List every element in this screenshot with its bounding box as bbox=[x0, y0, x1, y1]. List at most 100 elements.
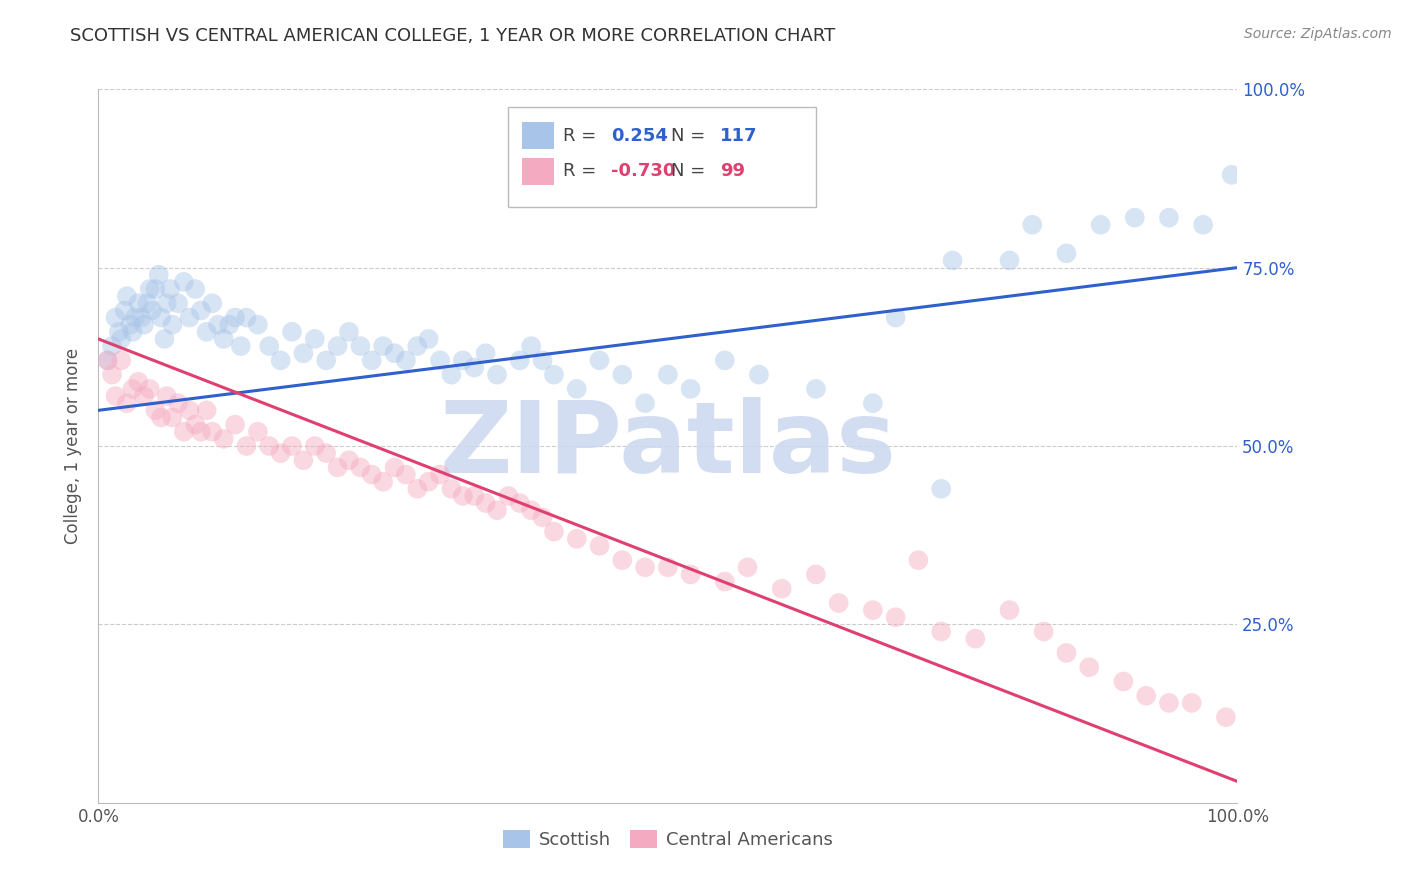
Point bbox=[565, 532, 588, 546]
Point bbox=[395, 467, 418, 482]
Point bbox=[127, 375, 149, 389]
Point bbox=[104, 310, 127, 325]
Point bbox=[429, 467, 451, 482]
Point bbox=[634, 396, 657, 410]
Point bbox=[862, 396, 884, 410]
Point bbox=[371, 339, 394, 353]
Point bbox=[315, 353, 337, 368]
Text: -0.730: -0.730 bbox=[610, 162, 675, 180]
Point bbox=[1078, 660, 1101, 674]
Point bbox=[474, 346, 496, 360]
Point bbox=[714, 353, 737, 368]
Point bbox=[127, 296, 149, 310]
Point bbox=[588, 353, 610, 368]
Point bbox=[804, 382, 827, 396]
Point bbox=[101, 339, 124, 353]
Point bbox=[884, 610, 907, 624]
Point bbox=[907, 553, 929, 567]
Point bbox=[998, 253, 1021, 268]
Point bbox=[828, 596, 851, 610]
Point bbox=[104, 389, 127, 403]
Text: ZIPatlas: ZIPatlas bbox=[440, 398, 896, 494]
Point bbox=[270, 446, 292, 460]
Point bbox=[326, 339, 349, 353]
Point bbox=[1192, 218, 1215, 232]
Point bbox=[406, 339, 429, 353]
Point bbox=[451, 489, 474, 503]
Point bbox=[714, 574, 737, 589]
Point bbox=[1123, 211, 1146, 225]
Text: R =: R = bbox=[562, 127, 602, 145]
Point bbox=[1181, 696, 1204, 710]
Point bbox=[942, 253, 965, 268]
Point bbox=[1135, 689, 1157, 703]
Point bbox=[463, 489, 485, 503]
Point bbox=[565, 382, 588, 396]
Point bbox=[138, 382, 160, 396]
Point bbox=[929, 624, 952, 639]
Point bbox=[337, 453, 360, 467]
Point bbox=[884, 310, 907, 325]
Point bbox=[173, 425, 195, 439]
Point bbox=[486, 503, 509, 517]
Point bbox=[141, 303, 163, 318]
Point bbox=[1090, 218, 1112, 232]
Point bbox=[965, 632, 987, 646]
Point bbox=[281, 325, 304, 339]
Point bbox=[212, 432, 235, 446]
Point bbox=[121, 382, 143, 396]
Point bbox=[136, 296, 159, 310]
Point bbox=[138, 282, 160, 296]
Point bbox=[145, 282, 167, 296]
Bar bbox=[522, 158, 554, 185]
Point bbox=[804, 567, 827, 582]
Point bbox=[1056, 646, 1078, 660]
Point bbox=[862, 603, 884, 617]
Legend: Scottish, Central Americans: Scottish, Central Americans bbox=[494, 821, 842, 858]
Point bbox=[1021, 218, 1043, 232]
Point bbox=[337, 325, 360, 339]
Text: R =: R = bbox=[562, 162, 602, 180]
Point bbox=[156, 389, 179, 403]
Point bbox=[349, 339, 371, 353]
Point bbox=[612, 553, 634, 567]
Point bbox=[179, 403, 201, 417]
Bar bbox=[522, 122, 554, 149]
Point bbox=[281, 439, 304, 453]
Point bbox=[124, 310, 146, 325]
Point bbox=[195, 325, 218, 339]
Point bbox=[520, 339, 543, 353]
Point bbox=[474, 496, 496, 510]
Point bbox=[218, 318, 240, 332]
Point bbox=[148, 268, 170, 282]
Point bbox=[451, 353, 474, 368]
Text: 0.254: 0.254 bbox=[610, 127, 668, 145]
Y-axis label: College, 1 year or more: College, 1 year or more bbox=[63, 348, 82, 544]
Point bbox=[246, 425, 269, 439]
Point bbox=[110, 353, 132, 368]
Point bbox=[304, 332, 326, 346]
Point bbox=[929, 482, 952, 496]
Point bbox=[167, 296, 190, 310]
Point bbox=[360, 467, 382, 482]
Point bbox=[395, 353, 418, 368]
Point bbox=[1032, 624, 1054, 639]
Point bbox=[115, 289, 138, 303]
Point bbox=[429, 353, 451, 368]
Point bbox=[159, 282, 181, 296]
Point bbox=[270, 353, 292, 368]
Point bbox=[292, 346, 315, 360]
Point bbox=[259, 339, 281, 353]
Point bbox=[418, 332, 440, 346]
Point bbox=[509, 496, 531, 510]
Point bbox=[531, 510, 554, 524]
Point bbox=[184, 282, 207, 296]
Text: SCOTTISH VS CENTRAL AMERICAN COLLEGE, 1 YEAR OR MORE CORRELATION CHART: SCOTTISH VS CENTRAL AMERICAN COLLEGE, 1 … bbox=[70, 27, 835, 45]
Point bbox=[1157, 696, 1180, 710]
Point bbox=[162, 410, 184, 425]
Point bbox=[212, 332, 235, 346]
Point bbox=[96, 353, 118, 368]
Point bbox=[679, 382, 702, 396]
Point bbox=[326, 460, 349, 475]
Point bbox=[531, 353, 554, 368]
